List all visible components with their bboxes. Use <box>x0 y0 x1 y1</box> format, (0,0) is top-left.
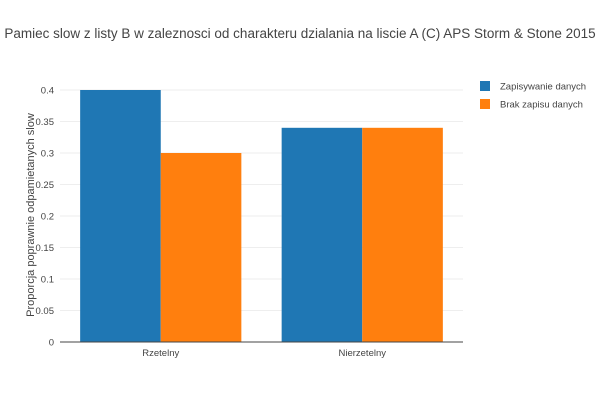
legend-swatch[interactable] <box>480 99 490 109</box>
y-tick-label: 0.05 <box>36 306 55 317</box>
y-tick-label: 0.1 <box>41 275 54 286</box>
y-tick-label: 0.3 <box>41 149 54 160</box>
bars <box>80 90 443 342</box>
y-tick-labels: 0 0.05 0.1 0.15 0.2 0.25 0.3 0.35 0.4 <box>36 86 55 349</box>
legend[interactable]: Zapisywanie danych Brak zapisu danych <box>480 81 586 111</box>
x-tick-labels: Rzetelny Nierzetelny <box>142 348 386 359</box>
x-tick-label: Rzetelny <box>142 348 179 359</box>
bar-brak-0[interactable] <box>160 153 242 342</box>
bar-zapisywanie-0[interactable] <box>80 90 161 342</box>
y-tick-label: 0.15 <box>36 243 55 254</box>
bar-zapisywanie-1[interactable] <box>281 127 363 342</box>
bar-brak-1[interactable] <box>362 127 443 342</box>
y-tick-label: 0.25 <box>36 180 55 191</box>
y-axis-title: Proporcja poprawnie odpamietanych slow <box>25 113 37 317</box>
legend-label[interactable]: Brak zapisu danych <box>500 100 583 111</box>
x-tick-label: Nierzetelny <box>338 348 386 359</box>
y-tick-label: 0.2 <box>41 212 54 223</box>
legend-label[interactable]: Zapisywanie danych <box>500 82 586 93</box>
y-tick-label: 0.4 <box>41 86 54 97</box>
y-tick-label: 0 <box>49 338 54 349</box>
legend-swatch[interactable] <box>480 81 490 91</box>
chart-title: Pamiec slow z listy B w zaleznosci od ch… <box>4 26 595 41</box>
y-tick-label: 0.35 <box>36 117 55 128</box>
